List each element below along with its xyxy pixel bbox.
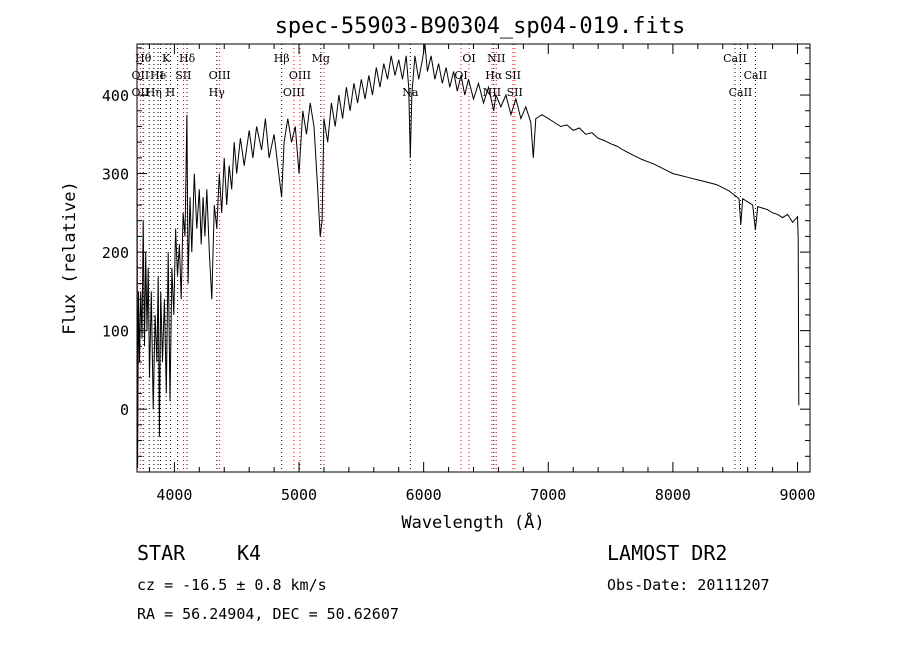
spectral-line-label: CaII (744, 69, 768, 82)
spectral-line-label: CaII (723, 52, 747, 65)
x-tick-label: 5000 (281, 486, 317, 504)
spectral-line-label: OIII (209, 69, 231, 82)
spectral-line-label: SII (505, 69, 521, 82)
spectral-line-label: OIII (289, 69, 311, 82)
spectral-line-label: OII (132, 86, 150, 99)
spectral-line-label: SII (507, 86, 523, 99)
sky-coordinates: RA = 56.24904, DEC = 50.62607 (137, 605, 399, 623)
redshift-velocity: cz = -16.5 ± 0.8 km/s (137, 576, 327, 594)
spectral-line-label: OIII (283, 86, 305, 99)
plot-frame (136, 43, 811, 473)
x-tick-label: 6000 (406, 486, 442, 504)
y-tick-label: 300 (102, 166, 129, 184)
survey-name: LAMOST DR2 (607, 541, 727, 565)
spectral-line-label: CaII (729, 86, 753, 99)
spectral-line-label: K (162, 52, 171, 65)
x-axis-label: Wavelength (Å) (401, 511, 544, 533)
spectral-line-label: OII (132, 69, 150, 82)
spectral-line-label: SII (175, 69, 191, 82)
spectral-line-label: I (160, 69, 164, 82)
y-tick-label: 0 (120, 401, 129, 419)
spectral-line-label: H (166, 86, 176, 99)
x-tick-label: 9000 (779, 486, 815, 504)
spectral-line-label: Hθ (135, 52, 152, 65)
spectral-line-label: OI (462, 52, 475, 65)
y-tick-label: 100 (102, 323, 129, 341)
spectral-line-label: Hδ (179, 52, 196, 65)
spectral-lines-layer (139, 44, 756, 472)
x-tick-label: 7000 (530, 486, 566, 504)
spectral-line-label: NII (487, 52, 505, 65)
x-tick-label: 4000 (156, 486, 192, 504)
spectral-line-label: Hγ (209, 86, 226, 99)
observation-date: Obs-Date: 20111207 (607, 576, 770, 594)
spectral-line-label: Na (402, 86, 419, 99)
y-tick-label: 200 (102, 244, 129, 262)
spectral-line-label: He (150, 69, 166, 82)
x-tick-label: 8000 (655, 486, 691, 504)
chart-title: spec-55903-B90304_sp04-019.fits (275, 14, 686, 39)
spectrum-series-line (136, 43, 800, 469)
axis-ticks: 4000 5000 6000 7000 8000 9000 0 100 200 300 400 (102, 44, 816, 504)
object-class: STAR (137, 541, 186, 565)
y-axis-label: Flux (relative) (60, 181, 80, 335)
spectral-line-label: Hα (485, 69, 503, 82)
spectral-line-label: Mg (312, 52, 330, 65)
y-tick-label: 400 (102, 87, 129, 105)
object-subclass: K4 (237, 541, 261, 565)
spectral-line-label: Hη (146, 86, 162, 99)
spectral-line-label: Hβ (274, 52, 290, 65)
